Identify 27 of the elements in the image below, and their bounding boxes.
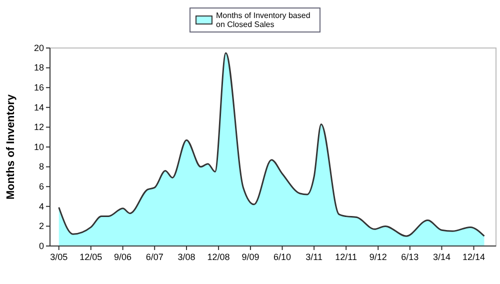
- x-tick-label: 6/13: [401, 252, 419, 262]
- x-tick-label: 12/11: [335, 252, 358, 262]
- x-tick-label: 9/06: [114, 252, 132, 262]
- x-tick-label: 3/05: [50, 252, 68, 262]
- x-tick-label: 3/08: [178, 252, 196, 262]
- x-tick-label: 12/05: [80, 252, 102, 262]
- y-tick-label: 0: [38, 240, 44, 251]
- x-tick-label: 6/07: [146, 252, 164, 262]
- y-tick-label: 6: [38, 181, 44, 192]
- x-tick-label: 3/11: [306, 252, 322, 262]
- y-tick-label: 20: [34, 42, 44, 53]
- x-tick-label: 12/08: [207, 252, 230, 262]
- x-tick-label: 12/14: [462, 252, 486, 262]
- y-tick-label: 16: [34, 82, 44, 92]
- y-tick-label: 8: [38, 162, 44, 172]
- x-tick-label: 6/10: [273, 252, 292, 262]
- y-tick-label: 10: [34, 142, 44, 152]
- y-tick-label: 2: [38, 221, 44, 232]
- legend-label: Months of Inventory based on Closed Sales: [216, 11, 310, 29]
- x-tick-label: 9/12: [369, 252, 387, 262]
- y-axis-title: Months of Inventory: [5, 94, 17, 200]
- y-tick-label: 12: [34, 122, 44, 132]
- x-tick-label: 3/14: [432, 252, 450, 262]
- y-tick-label: 18: [34, 62, 44, 73]
- y-tick-label: 4: [38, 201, 44, 212]
- y-tick-label: 14: [34, 102, 44, 112]
- x-tick-label: 9/09: [242, 252, 260, 262]
